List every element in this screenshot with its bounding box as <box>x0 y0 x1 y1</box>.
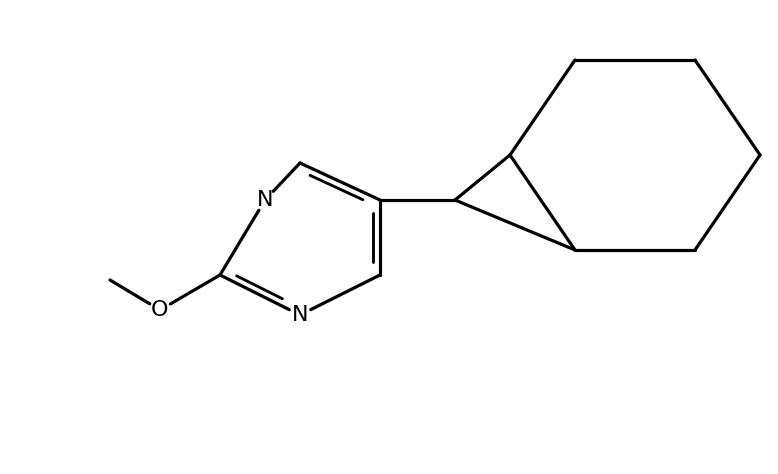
Text: N: N <box>257 190 273 210</box>
Text: N: N <box>292 305 308 325</box>
Text: O: O <box>151 300 169 320</box>
